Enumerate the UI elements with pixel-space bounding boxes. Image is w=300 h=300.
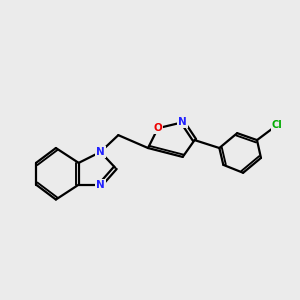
- Text: Cl: Cl: [272, 120, 282, 130]
- Text: N: N: [178, 117, 187, 127]
- Text: N: N: [96, 147, 105, 157]
- Text: N: N: [96, 180, 105, 190]
- Text: O: O: [154, 123, 162, 133]
